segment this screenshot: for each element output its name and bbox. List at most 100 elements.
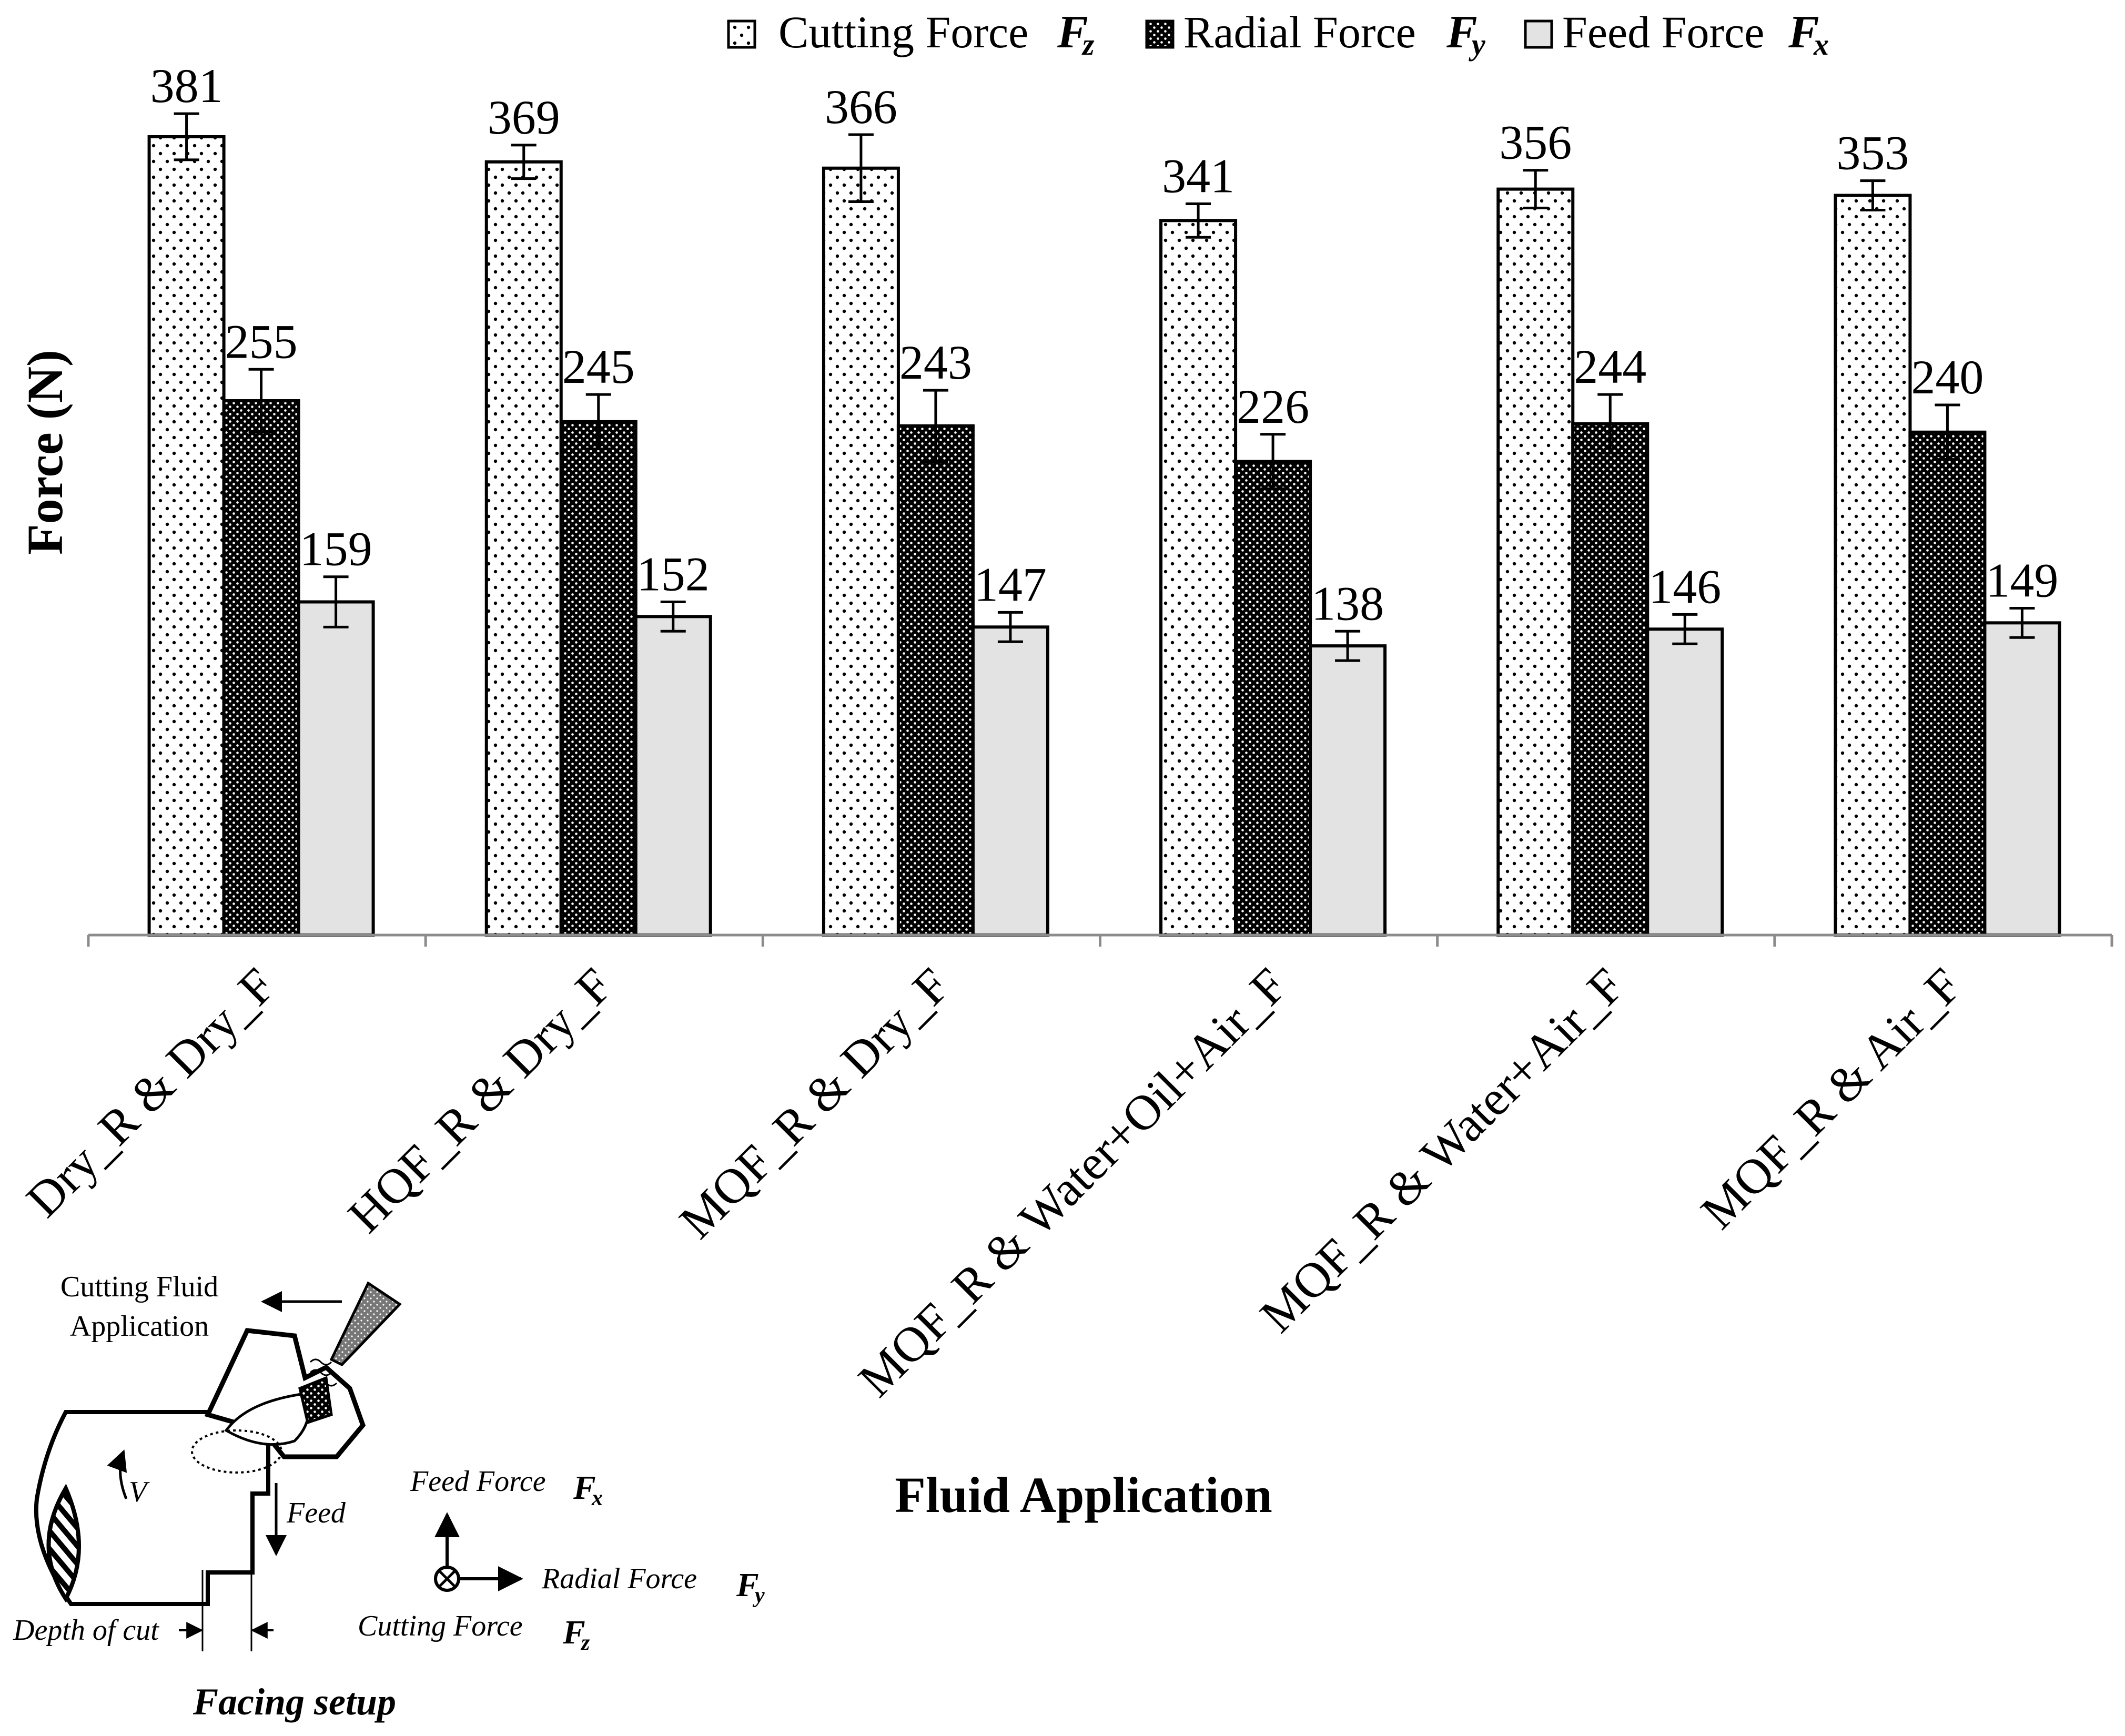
bar-y-3 [1234, 460, 1312, 937]
bar-z-1 [484, 160, 563, 937]
cutting-force-sub: z [580, 1631, 590, 1655]
bar-x-4 [1646, 627, 1724, 937]
velocity-label: V [129, 1476, 150, 1508]
bar-y-2 [896, 424, 975, 937]
legend: Cutting Force F z Radial Force F y Feed … [727, 7, 1829, 62]
error-bar-z-3 [1186, 202, 1211, 239]
x-axis: Dry_R & Dry_F HQF_R & Dry_F MQF_R & Dry_F M… [16, 933, 2113, 1407]
error-bar-y-2 [923, 389, 948, 463]
legend-sub-cutting: z [1081, 27, 1095, 62]
radial-force-symbol: F [736, 1566, 759, 1603]
workpiece-hatched-section [46, 1484, 81, 1603]
value-label-x-1: 152 [637, 547, 710, 601]
category-label-1: HQF_R & Dry_F [338, 958, 623, 1243]
value-label-z-5: 353 [1836, 126, 1909, 180]
bar-y-4 [1571, 422, 1650, 937]
depth-of-cut-label: Depth of cut [13, 1614, 159, 1647]
fluid-spray [309, 1358, 338, 1387]
legend-symbol-cutting: F [1057, 7, 1088, 58]
legend-symbol-feed: F [1788, 7, 1819, 58]
error-bar-x-3 [1335, 630, 1361, 662]
legend-sub-feed: x [1813, 27, 1829, 62]
value-label-y-3: 226 [1237, 380, 1309, 433]
value-label-x-2: 147 [974, 557, 1047, 611]
diagram-title: Facing setup [193, 1681, 396, 1723]
legend-item-radial-force: Radial Force F y [1145, 7, 1485, 62]
error-bar-x-4 [1672, 613, 1698, 645]
error-bar-z-5 [1860, 179, 1886, 211]
bar-x-2 [971, 625, 1049, 937]
nozzle-icon [329, 1281, 402, 1367]
bar-x-1 [634, 615, 712, 937]
legend-label-radial: Radial Force [1183, 7, 1416, 57]
value-label-z-3: 341 [1162, 149, 1234, 202]
error-bar-z-0 [174, 112, 199, 161]
legend-label-cutting: Cutting Force [778, 7, 1028, 57]
bar-x-5 [1983, 621, 2061, 937]
bar-y-0 [222, 399, 300, 937]
feed-force-label: Feed Force [410, 1465, 546, 1498]
value-label-y-5: 240 [1911, 350, 1984, 404]
value-label-x-0: 159 [300, 522, 372, 576]
value-label-y-0: 255 [225, 314, 298, 368]
value-label-z-1: 369 [488, 90, 560, 144]
error-bar-y-5 [1935, 403, 1960, 461]
error-bar-y-0 [248, 368, 274, 434]
value-label-z-2: 366 [825, 80, 897, 134]
application-label: Application [70, 1310, 209, 1343]
error-bar-x-1 [660, 601, 686, 633]
cutting-fluid-label: Cutting Fluid [60, 1271, 218, 1303]
value-label-y-4: 244 [1574, 340, 1646, 393]
svg-text:Cutting Force: Cutting Force [778, 7, 1028, 57]
value-label-z-0: 381 [150, 59, 223, 113]
legend-sub-radial: y [1469, 27, 1485, 62]
y-axis-title: Force (N) [17, 350, 73, 555]
x-axis-title: Fluid Application [895, 1467, 1272, 1523]
error-bar-x-0 [323, 575, 349, 628]
bar-x-3 [1309, 644, 1387, 937]
error-bar-z-4 [1523, 169, 1549, 209]
bar-y-1 [559, 420, 638, 937]
bar-x-0 [297, 600, 375, 937]
error-bar-y-4 [1597, 393, 1623, 455]
radial-force-label: Radial Force [541, 1562, 697, 1595]
bar-z-2 [822, 166, 900, 937]
legend-item-feed-force: Feed Force F x [1524, 7, 1829, 62]
cutting-force-symbol: F [562, 1613, 585, 1651]
error-bar-z-1 [511, 144, 537, 180]
legend-symbol-radial: F [1446, 7, 1478, 58]
workpiece-outline [34, 1410, 270, 1606]
facing-setup-diagram: V Cutting Fluid Application Feed Depth o… [13, 1271, 765, 1723]
contact-zone [191, 1429, 282, 1474]
legend-label-feed: Feed Force [1562, 7, 1764, 57]
category-label-4: MQF_R & Water+Air_F [1250, 958, 1635, 1343]
bar-z-4 [1496, 187, 1575, 937]
value-label-y-2: 243 [899, 336, 972, 389]
plot-area: 381 255 159 369 245 152 366 243 147 341 226 138 356 2… [147, 59, 2061, 937]
error-bar-z-2 [848, 133, 874, 204]
rotation-arrow-icon [107, 1449, 128, 1499]
category-label-5: MQF_R & Air_F [1691, 958, 1972, 1239]
cutting-force-label: Cutting Force [358, 1610, 523, 1642]
feed-label: Feed [286, 1497, 346, 1529]
value-label-y-1: 245 [562, 340, 635, 393]
legend-item-cutting-force: Cutting Force F z [727, 7, 1095, 62]
error-bar-y-1 [585, 393, 611, 451]
bar-z-3 [1159, 219, 1238, 937]
value-label-z-4: 356 [1499, 116, 1572, 169]
bar-z-5 [1834, 194, 1912, 937]
value-label-x-3: 138 [1311, 576, 1384, 630]
error-bar-x-5 [2009, 606, 2035, 639]
value-label-x-5: 149 [1986, 553, 2058, 607]
bar-y-5 [1908, 430, 1987, 937]
bar-z-0 [147, 135, 226, 937]
category-label-0: Dry_R & Dry_F [16, 958, 286, 1227]
cross-mark-b [438, 1570, 456, 1588]
error-bar-x-2 [997, 611, 1023, 643]
value-label-x-4: 146 [1648, 560, 1721, 613]
error-bar-y-3 [1260, 433, 1286, 490]
feed-force-sub: x [591, 1486, 603, 1510]
category-label-2: MQF_R & Dry_F [669, 958, 960, 1249]
feed-force-symbol: F [573, 1469, 596, 1506]
